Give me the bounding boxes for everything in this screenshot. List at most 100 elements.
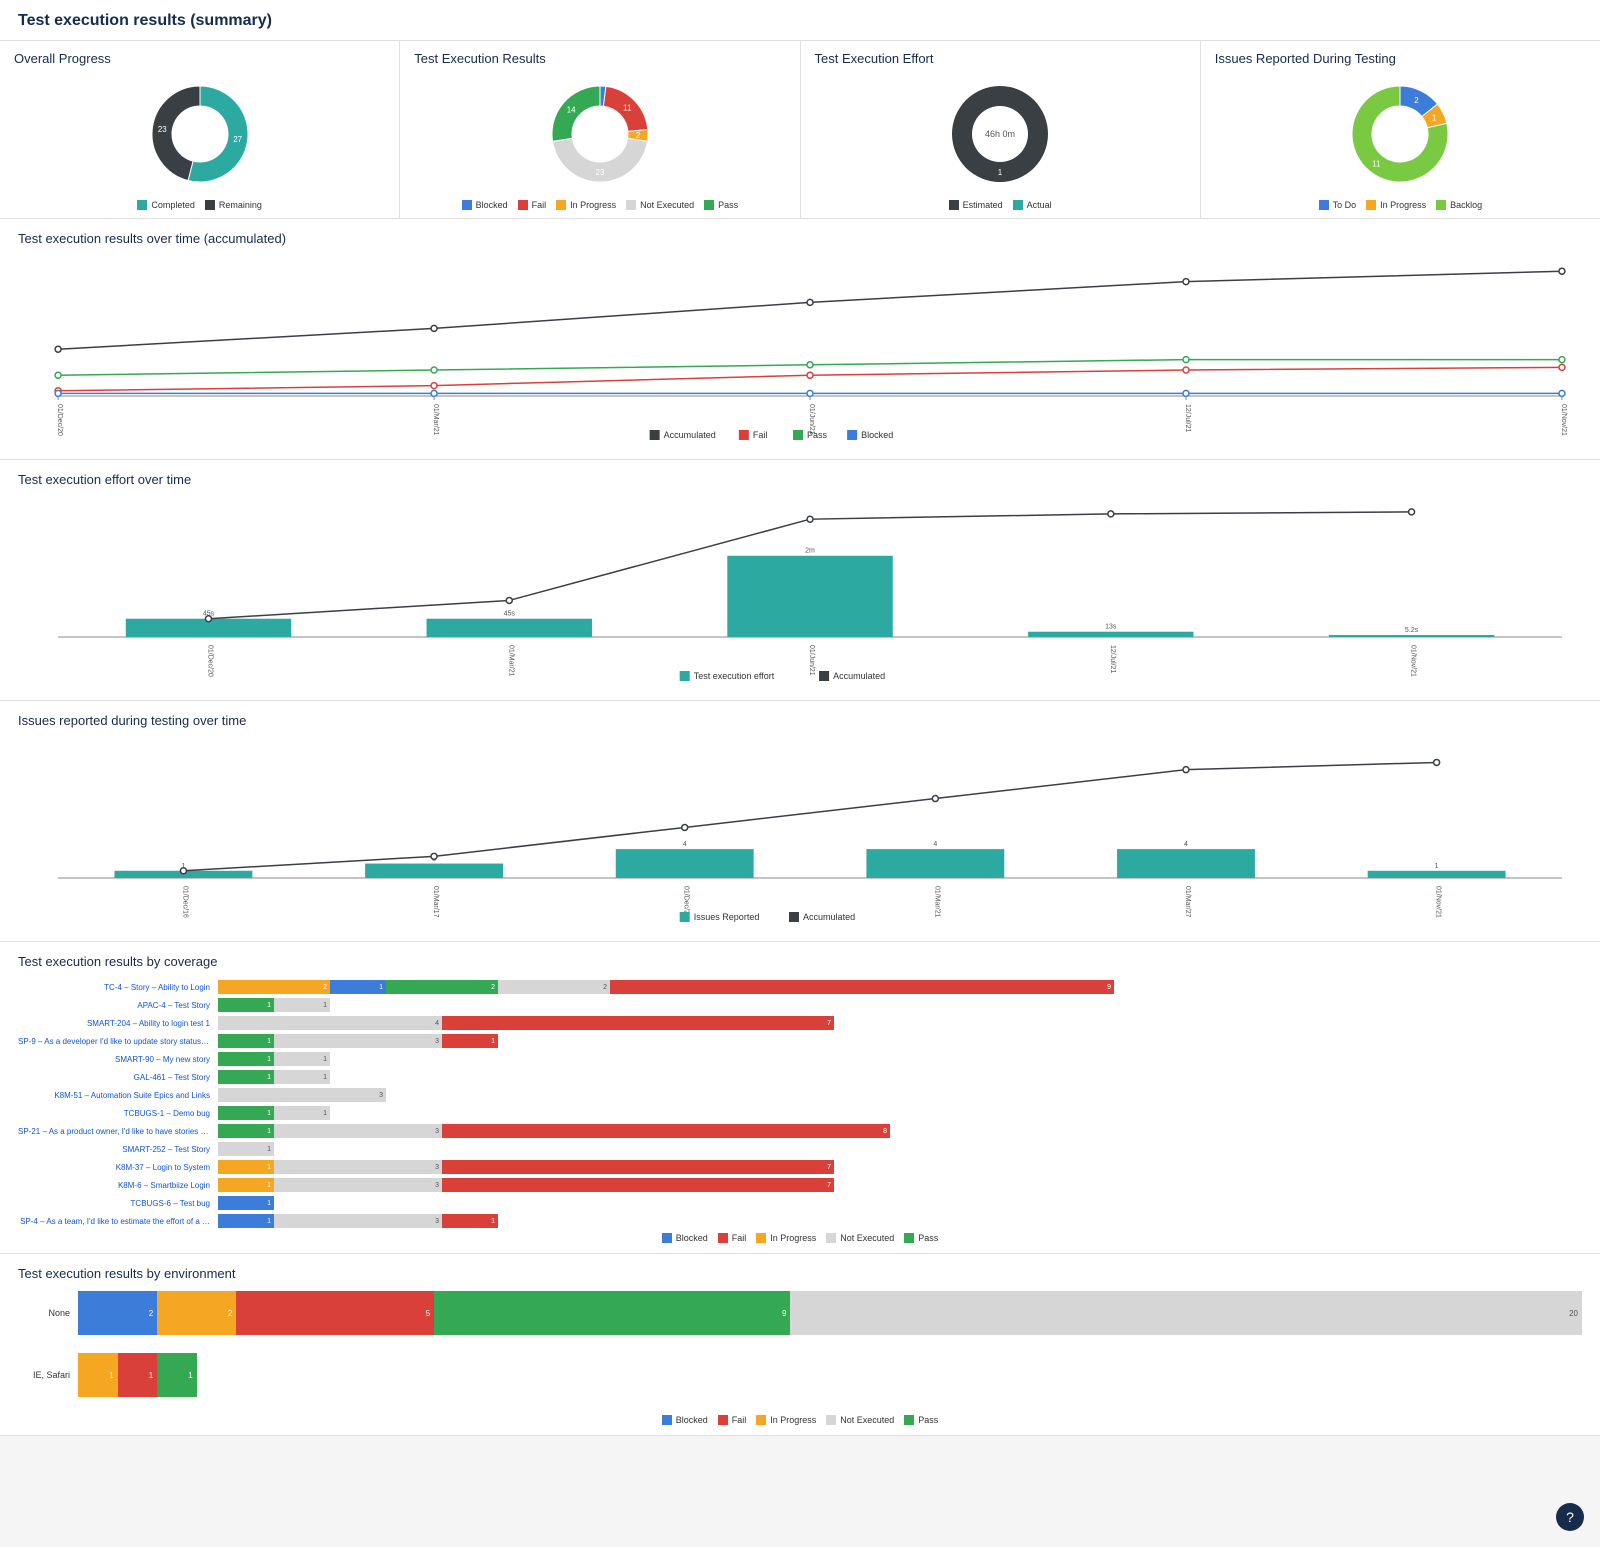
coverage-bar: 47 — [218, 1016, 1582, 1030]
svg-text:01/Dec/20: 01/Dec/20 — [56, 404, 63, 436]
coverage-segment: 1 — [218, 1070, 274, 1084]
coverage-segment: 1 — [274, 998, 330, 1012]
results-over-time-title: Test execution results over time (accumu… — [18, 231, 1582, 246]
coverage-label[interactable]: SMART-252 – Test Story — [18, 1145, 218, 1154]
coverage-label[interactable]: K8M-51 – Automation Suite Epics and Link… — [18, 1091, 218, 1100]
svg-text:01/Mar/21: 01/Mar/21 — [507, 645, 514, 677]
execution-results-legend: BlockedFailIn ProgressNot ExecutedPass — [414, 200, 785, 210]
coverage-label[interactable]: TCBUGS-1 – Demo bug — [18, 1109, 218, 1118]
svg-text:5.2s: 5.2s — [1405, 627, 1419, 634]
issues-reported-title: Issues Reported During Testing — [1215, 51, 1586, 66]
issues-over-time-section: Issues reported during testing over time… — [0, 701, 1600, 942]
coverage-segment: 1 — [442, 1034, 498, 1048]
coverage-segment: 1 — [218, 1052, 274, 1066]
svg-text:13s: 13s — [1105, 624, 1117, 631]
svg-text:01/Mar/27: 01/Mar/27 — [1184, 886, 1191, 918]
environment-title: Test execution results by environment — [18, 1266, 1582, 1281]
svg-text:01/Mar/17: 01/Mar/17 — [432, 886, 439, 918]
results-over-time-section: Test execution results over time (accumu… — [0, 219, 1600, 460]
coverage-label[interactable]: TCBUGS-6 – Test bug — [18, 1199, 218, 1208]
coverage-bar: 1 — [218, 1196, 1582, 1210]
coverage-segment: 3 — [274, 1214, 442, 1228]
coverage-segment: 1 — [442, 1214, 498, 1228]
issues-reported-card: Issues Reported During Testing 2111 To D… — [1201, 41, 1600, 218]
help-icon: ? — [1566, 1509, 1574, 1525]
coverage-legend: BlockedFailIn ProgressNot ExecutedPass — [18, 1233, 1582, 1243]
effort-over-time-chart: 01/Dec/2001/Mar/2101/Jun/2112/Jul/2101/N… — [18, 497, 1582, 687]
svg-text:01/Dec/20: 01/Dec/20 — [206, 645, 213, 677]
coverage-row: SMART-204 – Ability to login test 147 — [18, 1015, 1582, 1031]
coverage-segment: 3 — [274, 1034, 442, 1048]
coverage-row: SP-21 – As a product owner, I'd like to … — [18, 1123, 1582, 1139]
environment-segment: 20 — [790, 1291, 1582, 1335]
svg-text:4: 4 — [933, 841, 937, 848]
coverage-label[interactable]: APAC-4 – Test Story — [18, 1001, 218, 1010]
legend-item: In Progress — [756, 1415, 816, 1425]
coverage-bar: 11 — [218, 1052, 1582, 1066]
coverage-section: Test execution results by coverage TC-4 … — [0, 942, 1600, 1254]
coverage-row: TCBUGS-6 – Test bug1 — [18, 1195, 1582, 1211]
coverage-row: K8M-51 – Automation Suite Epics and Link… — [18, 1087, 1582, 1103]
coverage-bar: 131 — [218, 1034, 1582, 1048]
environment-row: None225920 — [18, 1291, 1582, 1335]
svg-text:46h 0m: 46h 0m — [985, 129, 1015, 139]
coverage-label[interactable]: SMART-90 – My new story — [18, 1055, 218, 1064]
environment-label: IE, Safari — [18, 1370, 78, 1380]
execution-effort-legend: Estimated Actual — [815, 200, 1186, 210]
issues-over-time-chart: 01/Dec/1601/Mar/1701/Dec/2001/Mar/2101/M… — [18, 738, 1582, 928]
coverage-segment: 7 — [442, 1178, 834, 1192]
svg-text:2m: 2m — [805, 548, 815, 555]
svg-text:27: 27 — [233, 135, 242, 144]
coverage-segment: 2 — [498, 980, 610, 994]
coverage-label[interactable]: K8M-6 – Smartbiize Login — [18, 1181, 218, 1190]
coverage-segment: 1 — [274, 1106, 330, 1120]
coverage-segment: 1 — [218, 1196, 274, 1210]
issues-reported-legend: To DoIn ProgressBacklog — [1215, 200, 1586, 210]
coverage-label[interactable]: TC-4 – Story – Ability to Login — [18, 983, 218, 992]
coverage-rows: TC-4 – Story – Ability to Login21229APAC… — [18, 979, 1582, 1229]
coverage-label[interactable]: K8M-37 – Login to System — [18, 1163, 218, 1172]
legend-item: Pass — [904, 1233, 938, 1243]
svg-text:01/Nov/21: 01/Nov/21 — [1560, 404, 1567, 436]
coverage-segment: 4 — [218, 1016, 442, 1030]
coverage-segment: 1 — [218, 1124, 274, 1138]
coverage-segment: 1 — [218, 1214, 274, 1228]
overall-progress-donut: 27 23 — [14, 74, 385, 194]
coverage-row: GAL-461 – Test Story11 — [18, 1069, 1582, 1085]
svg-text:23: 23 — [157, 125, 166, 134]
legend-item: Not Executed — [626, 200, 694, 210]
svg-text:12/Jul/21: 12/Jul/21 — [1184, 404, 1191, 432]
coverage-segment: 3 — [274, 1124, 442, 1138]
coverage-label[interactable]: SP-21 – As a product owner, I'd like to … — [18, 1127, 218, 1136]
svg-text:01/Mar/21: 01/Mar/21 — [432, 404, 439, 436]
legend-item: Completed — [137, 200, 195, 210]
coverage-label[interactable]: SP-9 – As a developer I'd like to update… — [18, 1037, 218, 1046]
svg-text:Accumulated: Accumulated — [803, 912, 855, 922]
svg-text:23: 23 — [595, 168, 604, 177]
legend-item: Estimated — [949, 200, 1003, 210]
coverage-segment: 3 — [274, 1160, 442, 1174]
help-button[interactable]: ? — [1556, 1503, 1584, 1531]
coverage-segment: 3 — [274, 1178, 442, 1192]
environment-row: IE, Safari111 — [18, 1353, 1582, 1397]
coverage-segment: 1 — [274, 1052, 330, 1066]
coverage-row: SMART-252 – Test Story1 — [18, 1141, 1582, 1157]
summary-donut-row: Overall Progress 2723 CompletedRemaining… — [0, 41, 1600, 219]
svg-text:01/Jun/21: 01/Jun/21 — [808, 645, 815, 676]
legend-item: Not Executed — [826, 1233, 894, 1243]
coverage-label[interactable]: GAL-461 – Test Story — [18, 1073, 218, 1082]
coverage-segment: 1 — [330, 980, 386, 994]
execution-results-card: Test Execution Results 1122314 BlockedFa… — [400, 41, 800, 218]
coverage-segment: 1 — [274, 1070, 330, 1084]
coverage-label[interactable]: SMART-204 – Ability to login test 1 — [18, 1019, 218, 1028]
svg-text:01/Nov/21: 01/Nov/21 — [1435, 886, 1442, 918]
coverage-bar: 11 — [218, 998, 1582, 1012]
coverage-label[interactable]: SP-4 – As a team, I'd like to estimate t… — [18, 1217, 218, 1226]
coverage-segment: 1 — [218, 998, 274, 1012]
svg-text:Blocked: Blocked — [861, 430, 893, 440]
svg-text:2: 2 — [636, 131, 641, 140]
execution-results-donut: 1122314 — [414, 74, 785, 194]
legend-item: Actual — [1013, 200, 1052, 210]
coverage-bar: 11 — [218, 1070, 1582, 1084]
legend-item: Blocked — [462, 200, 508, 210]
